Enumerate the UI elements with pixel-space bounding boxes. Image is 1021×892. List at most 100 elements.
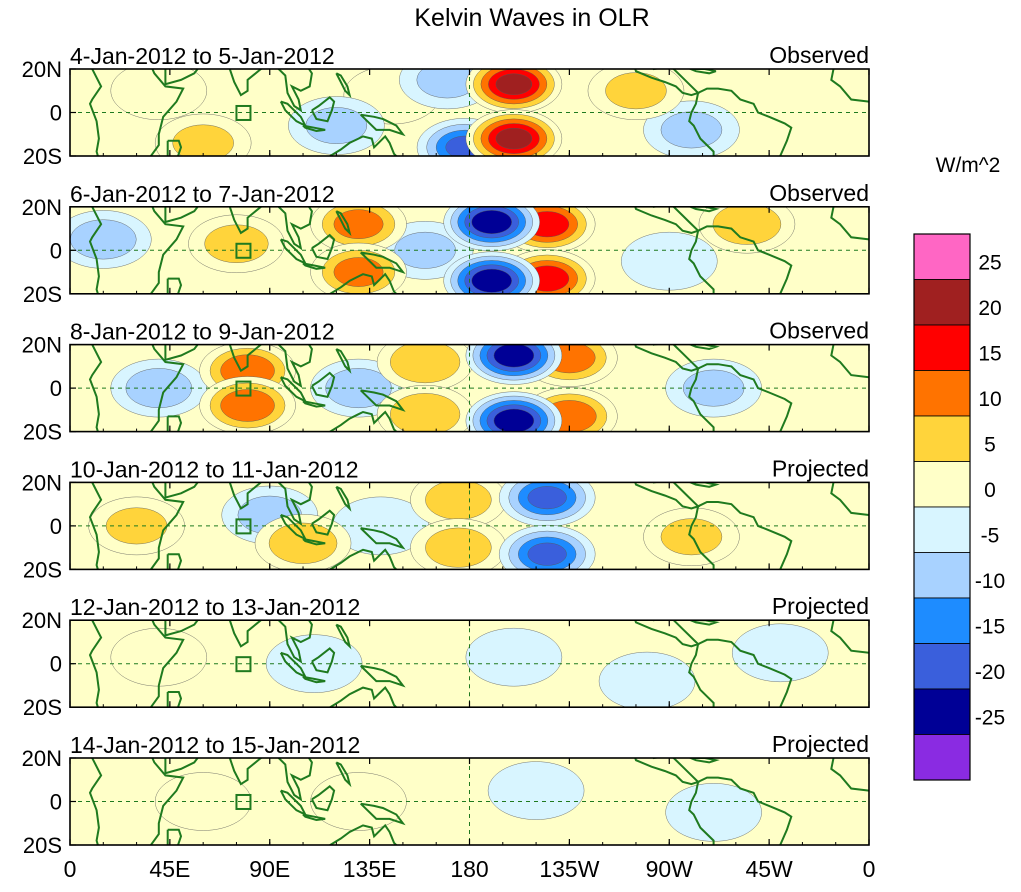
coastline bbox=[88, 344, 103, 432]
x-axis: 0 45E 90E 135E 180 135W 90W 45W 0 bbox=[64, 856, 876, 882]
region-box bbox=[235, 793, 252, 810]
colorbar-label: -20 bbox=[975, 661, 1005, 684]
coastline bbox=[634, 620, 700, 648]
panel-2: 20N 0 20S 6-Jan-2012 to 7-Jan-2012 Observed bbox=[22, 180, 870, 307]
y-tick-label: 20N bbox=[22, 57, 62, 82]
y-tick-label: 0 bbox=[50, 514, 62, 539]
coastline bbox=[149, 206, 185, 294]
coastline bbox=[830, 69, 869, 103]
coastline bbox=[228, 344, 264, 373]
colorbar-swatch bbox=[913, 506, 971, 553]
coastline bbox=[88, 206, 103, 294]
y-tick-label: 20N bbox=[22, 195, 62, 220]
anomaly-field bbox=[110, 69, 740, 156]
coastline bbox=[277, 620, 313, 664]
coastline bbox=[634, 344, 700, 372]
anomaly-contour bbox=[605, 72, 667, 110]
coastline bbox=[311, 371, 336, 398]
chart-title: Kelvin Waves in OLR bbox=[414, 4, 649, 32]
colorbar-swatch bbox=[913, 415, 971, 462]
anomaly-contour bbox=[390, 393, 461, 432]
coastline bbox=[688, 344, 720, 351]
coastline bbox=[228, 482, 264, 510]
panel-date-range: 14-Jan-2012 to 15-Jan-2012 bbox=[70, 732, 360, 758]
panel-status: Projected bbox=[772, 593, 869, 619]
coastline bbox=[164, 69, 199, 86]
anomaly-field bbox=[70, 206, 796, 294]
anomaly-contour bbox=[527, 486, 567, 510]
coastline bbox=[302, 538, 326, 546]
coastline bbox=[149, 620, 185, 708]
coastlines bbox=[88, 758, 869, 845]
colorbar-frame bbox=[913, 233, 971, 781]
coastline bbox=[688, 781, 715, 845]
coastlines bbox=[88, 69, 869, 156]
coastline bbox=[149, 344, 185, 432]
panel-status: Projected bbox=[772, 731, 869, 757]
colorbar-swatch bbox=[913, 734, 971, 781]
anomaly-contour bbox=[465, 627, 563, 687]
panel-date-range: 6-Jan-2012 to 7-Jan-2012 bbox=[70, 181, 335, 207]
panel-status: Observed bbox=[769, 180, 869, 206]
y-tick-label: 0 bbox=[50, 652, 62, 677]
coastline bbox=[328, 272, 398, 294]
colorbar: 25 20 15 10 5 0 -5 -10 -15 -20 -25 bbox=[913, 233, 1005, 781]
coastline bbox=[166, 691, 183, 708]
anomaly-contour bbox=[333, 209, 384, 239]
anomaly-contour bbox=[70, 219, 137, 260]
region-box bbox=[235, 380, 252, 397]
x-tick-label: 0 bbox=[863, 856, 876, 882]
coastline bbox=[88, 620, 103, 708]
colorbar-swatch bbox=[913, 643, 971, 690]
coastline bbox=[360, 664, 406, 688]
colorbar-label: 10 bbox=[978, 388, 1001, 411]
coastline bbox=[360, 251, 406, 275]
coastline bbox=[328, 823, 398, 845]
anomaly-contour bbox=[487, 761, 585, 820]
colorbar-label: -15 bbox=[975, 616, 1005, 639]
anomaly-contour bbox=[110, 69, 207, 120]
y-tick-label: 0 bbox=[50, 790, 62, 815]
anomaly-contour bbox=[493, 344, 535, 368]
coastline bbox=[228, 758, 264, 786]
coastline bbox=[166, 553, 183, 570]
y-tick-label: 0 bbox=[50, 238, 62, 263]
coastline bbox=[311, 509, 336, 536]
coastline bbox=[164, 206, 199, 224]
coastline bbox=[688, 506, 715, 570]
anomaly-contour bbox=[172, 124, 234, 156]
coastline bbox=[328, 134, 398, 156]
region-box bbox=[235, 242, 252, 259]
panel-date-range: 10-Jan-2012 to 11-Jan-2012 bbox=[70, 456, 359, 482]
region-box bbox=[235, 104, 252, 121]
coastline bbox=[360, 389, 406, 412]
anomaly-contour bbox=[621, 231, 718, 291]
coastline bbox=[166, 277, 183, 294]
y-tick-label: 20N bbox=[22, 470, 62, 495]
colorbar-label: 5 bbox=[984, 434, 996, 457]
coastlines bbox=[88, 620, 869, 708]
coastline bbox=[697, 87, 793, 156]
coastline bbox=[166, 828, 183, 845]
colorbar-label: -25 bbox=[975, 707, 1005, 730]
x-tick-label: 45W bbox=[745, 856, 793, 882]
coastline bbox=[166, 415, 183, 432]
colorbar-label: 25 bbox=[978, 252, 1001, 275]
coastline bbox=[830, 620, 869, 654]
panel-status: Observed bbox=[769, 42, 869, 68]
y-tick-label: 20S bbox=[23, 833, 62, 858]
coastline bbox=[335, 485, 352, 512]
anomaly-contour bbox=[660, 111, 723, 149]
coastline bbox=[688, 368, 715, 432]
coastline bbox=[688, 620, 720, 626]
anomaly-contour bbox=[598, 651, 696, 708]
y-tick-label: 0 bbox=[50, 376, 62, 401]
coastline bbox=[634, 758, 700, 786]
coastline bbox=[328, 548, 398, 570]
coastline bbox=[688, 206, 720, 213]
coastline bbox=[830, 206, 869, 241]
x-tick-label: 135W bbox=[539, 856, 599, 882]
coastline bbox=[688, 69, 717, 75]
region-box bbox=[235, 656, 252, 673]
anomaly-contour bbox=[712, 206, 782, 245]
